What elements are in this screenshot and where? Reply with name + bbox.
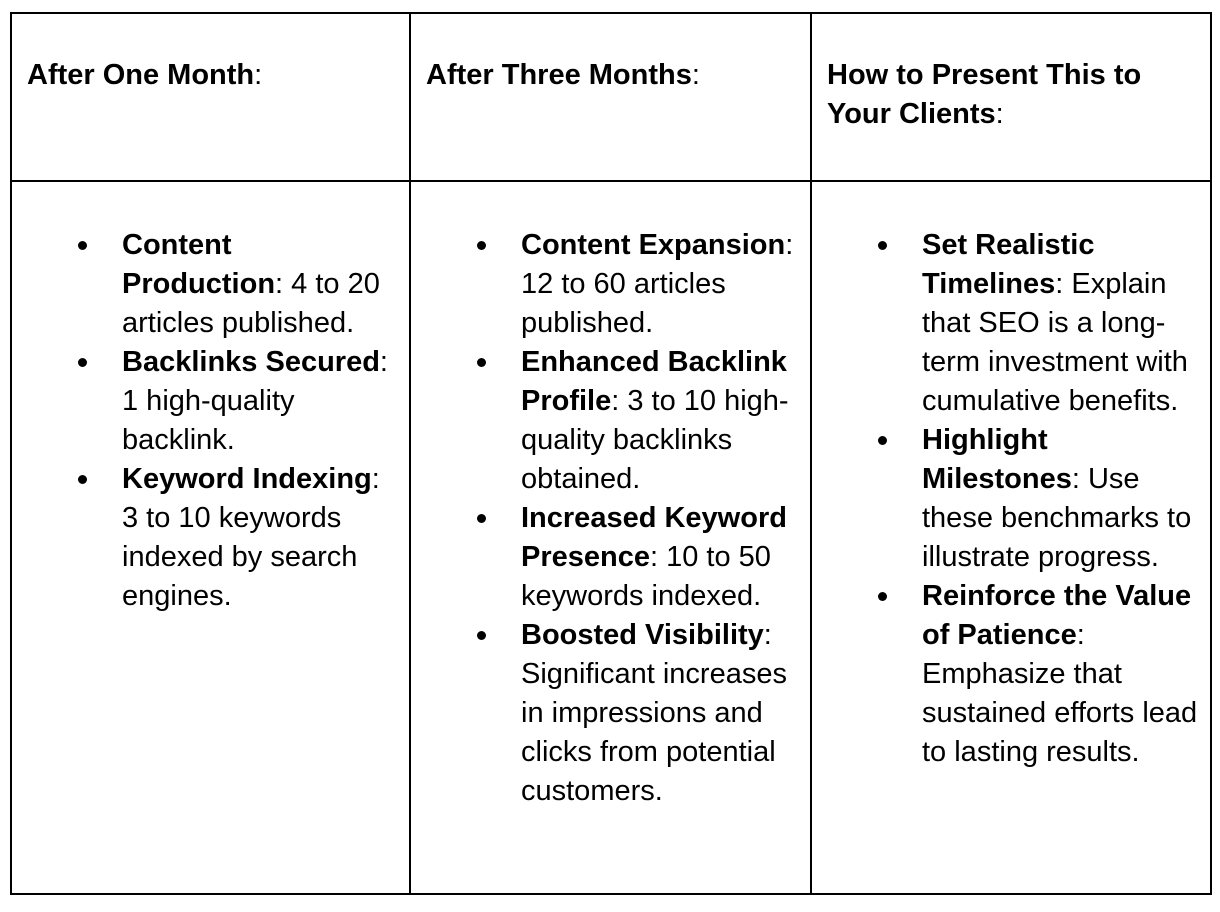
item-term: Set Realistic Timelines: [922, 229, 1095, 300]
header-cell-how-to-present[interactable]: How to Present This to Your Clients:: [812, 14, 1210, 182]
header-title: How to Present This to Your Clients: [827, 59, 1142, 130]
header-title: After Three Months: [426, 59, 692, 91]
bullet-icon: [878, 592, 887, 601]
bullet-icon: [477, 358, 486, 367]
body-cell-after-three-months[interactable]: Content Expansion: 12 to 60 articles pub…: [411, 182, 812, 893]
header-colon: :: [691, 59, 700, 91]
body-cell-after-one-month[interactable]: Content Production: 4 to 20 articles pub…: [12, 182, 411, 893]
item-rest: : Emphasize that sustained efforts lead …: [922, 619, 1198, 768]
item-term: Highlight Milestones: [922, 424, 1072, 495]
list-item: Keyword Indexing: 3 to 10 keywords index…: [12, 460, 397, 616]
list-item: Set Realistic Timelines: Explain that SE…: [812, 226, 1198, 421]
benchmark-list-three-months: Content Expansion: 12 to 60 articles pub…: [411, 226, 798, 811]
body-cell-how-to-present[interactable]: Set Realistic Timelines: Explain that SE…: [812, 182, 1210, 893]
bullet-icon: [477, 514, 486, 523]
list-item: Increased Keyword Presence: 10 to 50 key…: [411, 499, 798, 616]
bullet-icon: [878, 241, 887, 250]
bullet-icon: [878, 436, 887, 445]
header-colon: :: [995, 98, 1004, 130]
header-title: After One Month: [27, 59, 255, 91]
item-term: Content Production: [122, 229, 276, 300]
list-item: Content Production: 4 to 20 articles pub…: [12, 226, 397, 343]
bullet-icon: [78, 241, 87, 250]
bullet-icon: [477, 631, 486, 640]
list-item: Content Expansion: 12 to 60 articles pub…: [411, 226, 798, 343]
benchmark-list-present-to-clients: Set Realistic Timelines: Explain that SE…: [812, 226, 1198, 772]
item-rest: : 10 to 50 keywords indexed.: [521, 541, 771, 612]
item-term: Reinforce the Value of Patience: [922, 580, 1192, 651]
list-item: Enhanced Backlink Profile: 3 to 10 high-…: [411, 343, 798, 499]
item-term: Increased Keyword Presence: [521, 502, 787, 573]
header-colon: :: [254, 59, 263, 91]
header-cell-after-three-months[interactable]: After Three Months:: [411, 14, 812, 182]
item-rest: : 3 to 10 high-quality backlinks obtaine…: [521, 385, 789, 495]
list-item: Backlinks Secured: 1 high-quality backli…: [12, 343, 397, 460]
item-rest: : 3 to 10 keywords indexed by search eng…: [122, 463, 380, 612]
item-term: Keyword Indexing: [122, 463, 372, 495]
list-item: Boosted Visibility: Significant increase…: [411, 616, 798, 811]
item-term: Enhanced Backlink Profile: [521, 346, 787, 417]
item-term: Content Expansion: [521, 229, 786, 261]
bullet-icon: [78, 475, 87, 484]
item-term: Boosted Visibility: [521, 619, 764, 651]
seo-benchmarks-table: After One Month: After Three Months: How…: [10, 12, 1212, 895]
bullet-icon: [78, 358, 87, 367]
item-rest: : 12 to 60 articles published.: [521, 229, 794, 339]
item-rest: : 1 high-quality backlink.: [122, 346, 388, 456]
list-item: Highlight Milestones: Use these benchmar…: [812, 421, 1198, 577]
item-term: Backlinks Secured: [122, 346, 380, 378]
item-rest: : Significant increases in impressions a…: [521, 619, 787, 807]
item-rest: : Explain that SEO is a long-term invest…: [922, 268, 1188, 417]
item-rest: : Use these benchmarks to illustrate pro…: [922, 463, 1192, 573]
list-item: Reinforce the Value of Patience: Emphasi…: [812, 577, 1198, 772]
header-cell-after-one-month[interactable]: After One Month:: [12, 14, 411, 182]
item-rest: : 4 to 20 articles published.: [122, 268, 380, 339]
bullet-icon: [477, 241, 486, 250]
benchmark-list-one-month: Content Production: 4 to 20 articles pub…: [12, 226, 397, 616]
